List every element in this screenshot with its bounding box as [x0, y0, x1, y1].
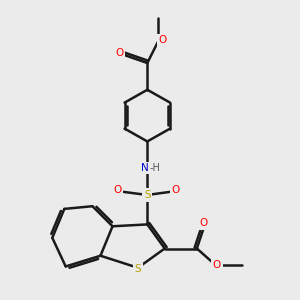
Text: S: S [144, 190, 151, 200]
Text: -H: -H [149, 163, 160, 173]
Text: O: O [213, 260, 221, 270]
Text: O: O [159, 35, 167, 45]
Text: O: O [116, 48, 124, 58]
Text: N: N [141, 163, 148, 173]
Text: S: S [135, 264, 141, 274]
Text: O: O [172, 185, 180, 195]
Text: O: O [113, 185, 122, 195]
Text: O: O [200, 218, 208, 228]
